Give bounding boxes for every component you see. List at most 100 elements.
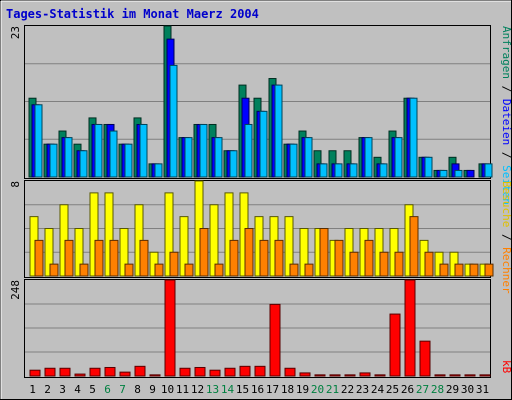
bar-rechner-day-21 <box>334 239 344 277</box>
x-axis-labels: 1 2 3 4 5 6 7 8 9 10 11 12 13 14 15 16 17 18 19 20 21 22 23 24 2… <box>29 383 489 396</box>
bar-kb-day-4 <box>74 373 86 377</box>
bar-rechner-day-17 <box>274 239 284 277</box>
bar-seiten-day-15 <box>244 123 253 178</box>
x-tick-label-day-7: 7 <box>119 383 126 396</box>
bar-seiten-day-31 <box>484 163 493 178</box>
panel-kbytes: 248 kB <box>9 279 512 378</box>
bar-kb-day-28 <box>434 374 446 377</box>
x-tick-label-day-2: 2 <box>44 383 51 396</box>
bar-rechner-day-8 <box>139 239 149 277</box>
x-tick-label-day-1: 1 <box>29 383 36 396</box>
bar-kb-day-13 <box>209 369 221 377</box>
bar-kb-day-25 <box>389 313 401 377</box>
bar-seiten-day-10 <box>169 64 178 178</box>
panel-kbytes-ymax: 248 <box>9 280 22 300</box>
bar-rechner-day-14 <box>229 239 239 277</box>
bar-kb-day-27 <box>419 340 431 377</box>
bar-besuche-day-2 <box>44 228 54 277</box>
bar-seiten-day-9 <box>154 163 163 178</box>
bar-kb-day-21 <box>329 374 341 377</box>
bar-seiten-day-25 <box>394 137 403 178</box>
x-tick-label-day-31: 31 <box>476 383 489 396</box>
bar-dateien-day-30 <box>466 169 475 178</box>
bar-seiten-day-4 <box>79 150 88 178</box>
bar-rechner-day-11 <box>184 263 194 277</box>
x-tick-label-day-20: 20 <box>311 383 324 396</box>
bar-rechner-day-1 <box>34 239 44 277</box>
x-tick-label-day-10: 10 <box>161 383 174 396</box>
bar-kb-day-24 <box>374 374 386 377</box>
x-tick-label-day-3: 3 <box>59 383 66 396</box>
bar-kb-day-22 <box>344 374 356 377</box>
bar-kb-day-2 <box>44 367 56 377</box>
bar-rechner-day-22 <box>349 251 359 277</box>
panel-visits-frame <box>24 180 491 278</box>
bar-kb-day-3 <box>59 367 71 377</box>
bar-rechner-day-23 <box>364 239 374 277</box>
legend-sites-label: Rechner <box>500 247 512 294</box>
bar-seiten-day-16 <box>259 110 268 178</box>
bar-kb-day-26 <box>404 279 416 377</box>
x-tick-label-day-14: 14 <box>221 383 235 396</box>
x-tick-label-day-6: 6 <box>104 383 111 396</box>
bar-kb-day-23 <box>359 372 371 377</box>
bar-rechner-day-30 <box>469 263 479 277</box>
bar-kb-day-10 <box>164 279 176 377</box>
bar-kb-day-9 <box>149 374 161 377</box>
bar-rechner-day-31 <box>484 263 494 277</box>
bar-rechner-day-29 <box>454 263 464 277</box>
bar-seiten-day-27 <box>424 156 433 178</box>
bar-seiten-day-18 <box>289 143 298 178</box>
bar-kb-day-17 <box>269 303 281 377</box>
bar-kb-day-8 <box>134 365 146 377</box>
bar-seiten-day-6 <box>109 130 118 178</box>
x-tick-label-day-13: 13 <box>206 383 219 396</box>
bar-besuche-day-5 <box>89 192 99 277</box>
x-tick-label-day-9: 9 <box>149 383 156 396</box>
bar-kb-day-5 <box>89 367 101 377</box>
panel-requests-ymax: 23 <box>9 26 22 39</box>
x-tick-label-day-30: 30 <box>461 383 474 396</box>
bar-besuche-day-18 <box>284 216 294 277</box>
bar-rechner-day-26 <box>409 216 419 277</box>
bar-rechner-day-5 <box>94 239 104 277</box>
x-tick-label-day-28: 28 <box>431 383 444 396</box>
bar-kb-day-19 <box>299 372 311 377</box>
bar-kb-day-6 <box>104 366 116 377</box>
legend-pages-label: Seiten <box>500 165 512 205</box>
bar-seiten-day-5 <box>94 123 103 178</box>
bar-kb-day-29 <box>449 374 461 377</box>
legend-files-label: Dateien <box>500 99 512 145</box>
bar-seiten-day-26 <box>409 97 418 178</box>
bar-besuche-day-4 <box>74 228 84 277</box>
panel-kbytes-frame <box>24 279 491 378</box>
panel-requests-bars <box>28 25 493 178</box>
legend-kbytes-label: kB <box>500 360 512 374</box>
x-tick-label-day-4: 4 <box>74 383 81 396</box>
x-tick-label-day-11: 11 <box>176 383 189 396</box>
x-tick-label-day-17: 17 <box>266 383 279 396</box>
bar-kb-day-14 <box>224 367 236 377</box>
bar-seiten-day-7 <box>124 143 133 178</box>
bar-seiten-day-14 <box>229 150 238 178</box>
legend-separator: / <box>500 145 512 165</box>
bar-rechner-day-13 <box>214 263 224 277</box>
bar-besuche-day-10 <box>164 192 174 277</box>
x-tick-label-day-19: 19 <box>296 383 309 396</box>
bar-rechner-day-12 <box>199 228 209 277</box>
x-tick-label-day-24: 24 <box>371 383 385 396</box>
bar-seiten-day-29 <box>454 169 463 178</box>
bar-rechner-day-7 <box>124 263 134 277</box>
x-tick-label-day-23: 23 <box>356 383 369 396</box>
bar-seiten-day-17 <box>274 84 283 178</box>
bar-kb-day-12 <box>194 366 206 377</box>
bar-rechner-day-10 <box>169 251 179 277</box>
bar-seiten-day-28 <box>439 169 448 178</box>
legend-requests-label: Anfragen <box>500 26 512 79</box>
x-tick-label-day-12: 12 <box>191 383 204 396</box>
bar-rechner-day-2 <box>49 263 59 277</box>
bar-seiten-day-23 <box>364 137 373 178</box>
bar-kb-day-20 <box>314 374 326 377</box>
bar-seiten-day-1 <box>34 104 43 178</box>
bar-rechner-day-16 <box>259 239 269 277</box>
